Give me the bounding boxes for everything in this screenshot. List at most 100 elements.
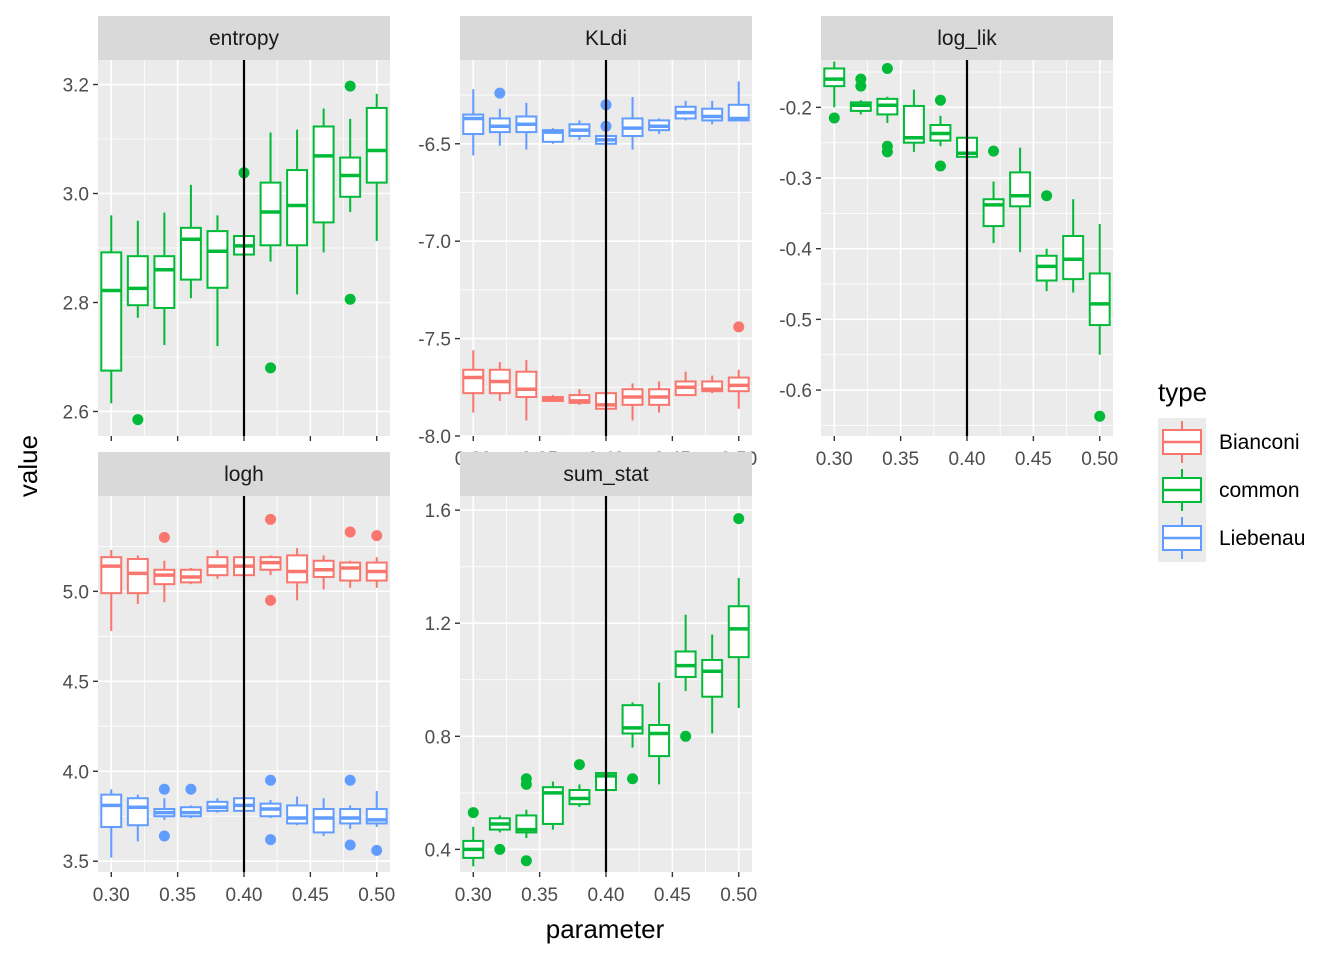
boxplot-box (126, 555, 149, 604)
outlier-point (371, 844, 383, 856)
y-tick-label: 3.5 (63, 852, 89, 873)
series-common (823, 61, 1111, 422)
boxplot-box (488, 815, 511, 855)
boxplot-box (727, 513, 750, 709)
legend-item-common: common (1158, 466, 1300, 514)
panel-KLdi: KLdi-8.0-7.5-7.0-6.50.300.350.400.450.50 (418, 16, 757, 470)
y-tick-label: 2.8 (63, 293, 89, 314)
outlier-point (344, 774, 356, 786)
boxplot-box (179, 184, 202, 299)
y-tick-label: -0.4 (779, 240, 812, 261)
box-iqr (1062, 234, 1085, 281)
y-axis-title: value (13, 435, 43, 497)
box-iqr (126, 797, 149, 827)
box-iqr (153, 568, 176, 586)
outlier-point (158, 830, 170, 842)
legend-title: type (1158, 377, 1207, 407)
series-common (100, 80, 388, 426)
boxplot-box (206, 549, 229, 579)
outlier-point (988, 145, 1000, 157)
boxplot-box (206, 215, 229, 347)
legend-item-liebenau: Liebenau (1158, 514, 1305, 562)
boxplot-box (1062, 199, 1085, 293)
panel-logh: logh 3.5 4.0 4.5 5.0 0.30 0.35 0.40 0.45 0.50 (63, 452, 395, 906)
boxplot-box (1009, 147, 1032, 253)
x-tick-label: 0.50 (720, 885, 757, 906)
boxplot-box (541, 128, 564, 144)
outlier-point (265, 362, 277, 374)
y-tick-label: 1.2 (425, 614, 451, 635)
box-iqr (312, 808, 335, 834)
boxplot-box (648, 682, 671, 785)
boxplot-box (286, 129, 309, 295)
box-iqr (126, 557, 149, 595)
outlier-point (185, 783, 197, 795)
boxplot-box (286, 548, 309, 601)
x-tick-label: 0.30 (816, 449, 853, 470)
boxplot-box (179, 567, 202, 585)
panel-title: sum_stat (563, 463, 648, 486)
boxplot-box (701, 375, 724, 394)
y-tick-label: -0.3 (779, 169, 812, 190)
outlier-point (467, 807, 479, 819)
box-iqr (515, 370, 538, 399)
boxplot-box (339, 80, 362, 305)
panel-strip (460, 16, 752, 60)
boxplot-box (727, 81, 750, 122)
boxplot-box (179, 783, 202, 819)
boxplot-box (621, 97, 644, 150)
box-iqr (365, 106, 388, 184)
x-tick-label: 0.45 (1015, 449, 1052, 470)
boxplot-box (876, 62, 899, 158)
legend-item-bianconi: Bianconi (1158, 418, 1300, 466)
boxplot-box (153, 783, 176, 842)
boxplot-box (339, 774, 362, 851)
box-iqr (701, 658, 724, 698)
outlier-point (344, 80, 356, 92)
x-tick-label: 0.50 (358, 885, 395, 906)
y-tick-label: -6.5 (418, 135, 451, 156)
outlier-point (265, 774, 277, 786)
boxplot-box (568, 759, 591, 807)
boxplot-box (982, 145, 1005, 244)
outlier-point (265, 513, 277, 525)
legend-label: Bianconi (1219, 431, 1300, 454)
box-iqr (1088, 272, 1111, 327)
boxplot-box (339, 526, 362, 588)
boxplot-box (259, 774, 282, 846)
x-tick-label: 0.30 (455, 885, 492, 906)
outlier-point (520, 773, 532, 785)
outlier-point (265, 594, 277, 606)
x-tick-label: 0.50 (1081, 449, 1118, 470)
box-iqr (541, 129, 564, 143)
boxplot-box (153, 212, 176, 345)
x-tick-label: 0.45 (292, 885, 329, 906)
panel-strip (98, 16, 390, 60)
boxplot-box (621, 702, 644, 785)
outlier-point (881, 62, 893, 74)
boxplot-box (488, 361, 511, 401)
boxplot-box (206, 798, 229, 813)
boxplot-box (462, 350, 485, 413)
box-iqr (823, 67, 846, 88)
outlier-point (344, 526, 356, 538)
boxplot-box (515, 360, 538, 421)
boxplot-box (1088, 223, 1111, 422)
y-tick-label: 5.0 (63, 582, 89, 603)
outlier-point (828, 112, 840, 124)
boxplot-box (701, 634, 724, 734)
panel-sum_stat: sum_stat 0.4 0.8 1.2 1.6 0.30 0.35 0.40 0.45 0.50 (425, 452, 757, 906)
box-iqr (100, 793, 123, 829)
outlier-point (733, 321, 745, 333)
boxplot-box (365, 530, 388, 588)
outlier-point (733, 513, 745, 525)
outlier-point (344, 839, 356, 851)
boxplot-box (541, 395, 564, 402)
boxplot-box (674, 100, 697, 121)
box-iqr (100, 556, 123, 595)
panel-strip (98, 452, 390, 496)
legend-label: common (1219, 479, 1300, 502)
outlier-point (494, 843, 506, 855)
panel-title: entropy (209, 27, 280, 50)
